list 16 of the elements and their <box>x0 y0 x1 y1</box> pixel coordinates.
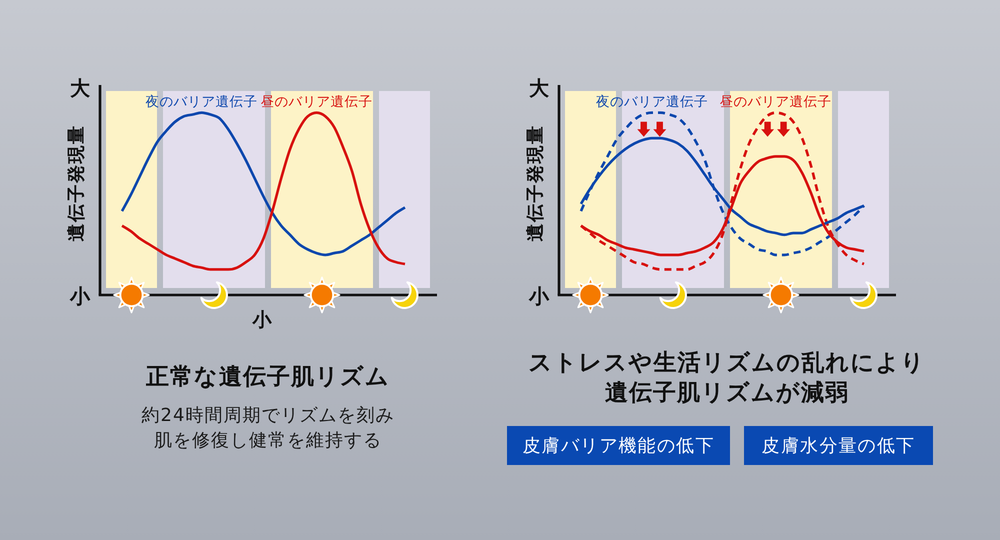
text: 夜のバリア遺伝子 <box>596 94 708 110</box>
y-axis-title: 遺伝子発現量 <box>66 124 86 242</box>
text: 小 <box>69 284 91 308</box>
y-axis-title: 遺伝子発現量 <box>524 124 546 242</box>
text: 小 <box>528 284 550 308</box>
text: 昼のバリア遺伝子 <box>720 94 832 110</box>
text: 皮膚バリア機能の低下 <box>522 435 714 456</box>
text: 大 <box>529 76 550 100</box>
text: 大 <box>70 76 91 100</box>
text: 正常な遺伝子肌リズム <box>145 364 390 390</box>
text: ストレスや生活リズムの乱れにより遺伝子肌リズムが減弱 <box>528 350 926 406</box>
series-label: 夜のバリア遺伝子 <box>146 94 258 110</box>
text: 皮膚水分量の低下 <box>762 435 916 456</box>
text: 約24時間周期でリズムを刻み肌を修復し健常を維持する <box>142 404 394 450</box>
series-label: 昼のバリア遺伝子 <box>260 94 373 110</box>
x-axis-title: 小 <box>252 309 272 331</box>
